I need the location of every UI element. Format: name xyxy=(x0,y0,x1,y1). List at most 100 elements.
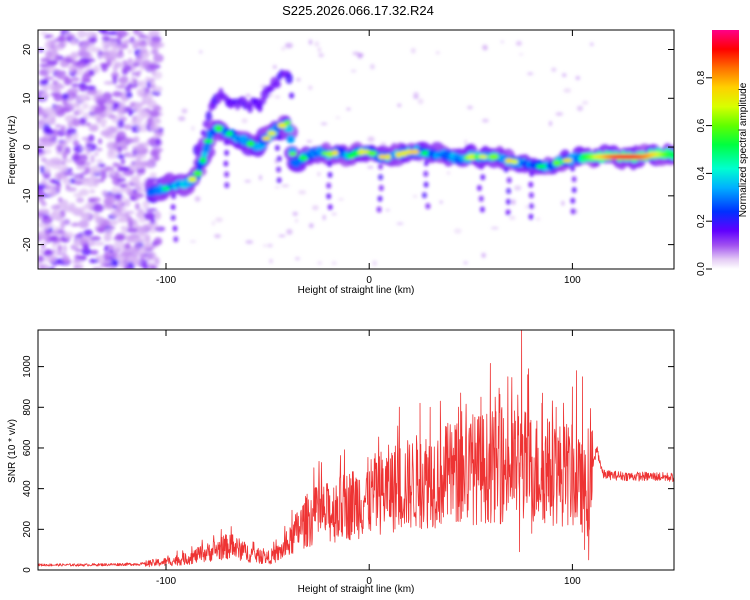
y-tick-label: 200 xyxy=(22,521,33,538)
spectrogram-noise-blob xyxy=(61,163,68,172)
spectrogram-striation xyxy=(326,193,332,200)
spectrogram-noise-blob xyxy=(481,252,486,258)
spectrogram-noise-blob xyxy=(93,203,104,213)
spectrogram-noise-blob xyxy=(168,212,173,215)
spectrogram-image xyxy=(38,30,674,269)
spectrogram-noise-blob xyxy=(73,110,80,116)
spectrogram-noise-blob xyxy=(88,37,98,43)
spectrogram-noise-blob xyxy=(84,166,91,174)
spectrogram-ridge xyxy=(202,144,211,153)
spectrogram-noise-blob xyxy=(101,35,111,42)
spectrogram-noise-blob xyxy=(43,167,51,174)
y-tick-label: -20 xyxy=(22,237,33,252)
spectrogram-noise-blob xyxy=(93,106,103,115)
spectrogram-noise-blob xyxy=(241,118,248,124)
spectrogram-noise-blob xyxy=(278,234,286,237)
spectrogram-noise-blob xyxy=(563,88,572,93)
spectrogram-noise-blob xyxy=(410,47,416,54)
spectrogram-noise-blob xyxy=(317,171,321,177)
spectrogram-noise-blob xyxy=(38,48,45,53)
spectrogram-noise-blob xyxy=(84,211,91,220)
spectrogram-noise-blob xyxy=(370,63,375,70)
spectrogram-hotspot xyxy=(199,157,207,164)
spectrogram-noise-blob xyxy=(40,92,45,100)
spectrogram-noise-blob xyxy=(83,229,93,237)
spectrogram-noise-blob xyxy=(78,154,89,163)
spectrogram-noise-blob xyxy=(136,168,146,172)
spectrogram-noise-blob xyxy=(413,92,419,98)
spectrogram-noise-blob xyxy=(385,209,390,212)
snr-y-ticks: 0 200 400 600 800 1000 xyxy=(22,355,674,573)
spectrogram-noise-blob xyxy=(91,165,100,174)
spectrogram-noise-blob xyxy=(68,178,76,184)
spectrogram-noise-blob xyxy=(106,30,119,36)
spectrogram-noise-blob xyxy=(142,200,150,209)
spectrogram-noise-blob xyxy=(412,194,418,198)
spectrogram-noise-blob xyxy=(135,185,143,193)
spectrogram-striation xyxy=(274,145,280,151)
spectrogram-noise-blob xyxy=(72,260,81,265)
spectrogram-noise-blob xyxy=(98,54,107,59)
spectrogram-noise-blob xyxy=(88,124,99,132)
spectrogram-striation xyxy=(276,166,282,173)
spectrogram-noise-blob xyxy=(68,202,76,211)
spectrogram-striation xyxy=(506,188,512,194)
spectrogram-noise-blob xyxy=(562,73,567,77)
x-tick-label: 100 xyxy=(564,275,581,286)
spectrogram-noise-blob xyxy=(58,202,65,209)
spectrogram-noise-blob xyxy=(380,142,387,145)
spectrogram-noise-blob xyxy=(38,183,47,190)
spectrogram-noise-blob xyxy=(139,246,146,254)
spectrogram-hotspot xyxy=(488,153,499,160)
spectrogram-noise-blob xyxy=(81,205,87,211)
spectrogram-striation xyxy=(478,195,484,202)
spectrogram-noise-blob xyxy=(214,234,221,239)
spectrogram-hotspot xyxy=(193,170,202,177)
spectrogram-noise-blob xyxy=(52,209,61,217)
x-tick-label: 100 xyxy=(564,576,581,587)
spectrogram-noise-blob xyxy=(67,87,79,94)
spectrogram-noise-blob xyxy=(74,248,84,253)
spectrogram-noise-blob xyxy=(145,208,158,212)
spectrogram-noise-blob xyxy=(490,226,499,230)
spectrogram-noise-blob xyxy=(126,187,134,196)
spectrogram-ridge xyxy=(201,150,209,158)
spectrogram-striation xyxy=(223,139,229,146)
spectrogram-noise-blob xyxy=(86,122,91,126)
spectrogram-noise-blob xyxy=(60,60,68,68)
spectrogram-noise-blob xyxy=(97,163,106,168)
spectrogram-noise-blob xyxy=(44,142,54,147)
spectrogram-noise-blob xyxy=(53,128,58,138)
colorbar-ticks: 0.0 0.2 0.4 0.6 0.8 xyxy=(696,70,712,276)
spectrogram-noise-blob xyxy=(88,134,95,142)
spectrogram-noise-blob xyxy=(104,196,116,205)
spectrogram-noise-blob xyxy=(86,161,91,166)
spectrogram-noise-blob xyxy=(269,259,273,264)
spectrogram-noise-blob xyxy=(148,157,156,165)
spectrogram-noise-blob xyxy=(62,219,71,225)
spectrogram-noise-blob xyxy=(108,50,117,58)
spectrogram-noise-blob xyxy=(44,76,51,81)
spectrogram-noise-blob xyxy=(245,93,251,98)
spectrogram-noise-blob xyxy=(50,204,62,210)
spectrogram-noise-blob xyxy=(40,58,50,63)
spectrogram-noise-blob xyxy=(263,244,267,248)
spectrogram-noise-blob xyxy=(211,220,215,226)
spectrogram-noise-blob xyxy=(153,237,163,246)
spectrogram-striation xyxy=(571,176,577,183)
spectrogram-striation xyxy=(425,203,431,210)
spectrogram-noise-blob xyxy=(127,83,139,87)
spectrogram-noise-blob xyxy=(45,226,50,230)
spectrogram-noise-blob xyxy=(42,85,49,93)
spectrogram-striation xyxy=(171,193,177,200)
spectrogram-noise-blob xyxy=(413,96,419,99)
spectrogram-noise-blob xyxy=(245,240,254,244)
spectrogram-striation xyxy=(327,161,333,168)
spectrogram-striation xyxy=(173,236,179,243)
spectrogram-noise-blob xyxy=(138,232,147,238)
spectrogram-y-label: Frequency (Hz) xyxy=(7,116,18,185)
spectrogram-noise-blob xyxy=(104,107,113,116)
spectrogram-noise-blob xyxy=(116,199,122,206)
spectrogram-noise-blob xyxy=(70,52,77,60)
